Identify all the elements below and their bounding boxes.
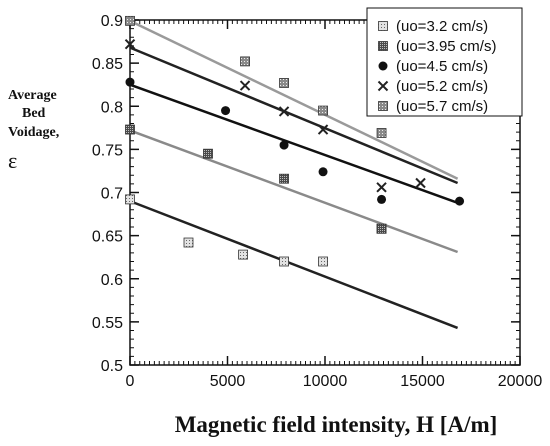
- y-tick-label: 0.8: [101, 99, 123, 116]
- data-point-series-5: [240, 56, 250, 67]
- x-tick-label: 0: [126, 373, 135, 390]
- y-axis-label: Average Bed Voidage, ε: [8, 88, 59, 173]
- data-point-series-5: [279, 78, 289, 88]
- fit-line-series-4: [129, 46, 459, 185]
- fit-lines: [129, 19, 459, 330]
- data-point-series-5: [376, 128, 387, 138]
- data-point-series-3: [377, 194, 387, 204]
- legend-marker-2: [378, 41, 388, 51]
- legend-entry-3: (uo=4.5 cm/s): [396, 58, 488, 75]
- data-point-series-4: [239, 80, 251, 91]
- x-tick-label: 15000: [400, 373, 445, 390]
- legend-box: [366, 7, 523, 117]
- data-point-series-5: [125, 15, 135, 26]
- marker-stroke: [239, 80, 251, 91]
- fit-line-series-5: [129, 19, 459, 180]
- fit-line-series-1: [129, 199, 459, 330]
- x-tick-label: 5000: [210, 373, 246, 390]
- data-point-series-4: [376, 182, 387, 193]
- data-point-series-1: [183, 237, 194, 248]
- y-axis-label-line-1: Average: [8, 88, 57, 103]
- data-point-series-4: [124, 38, 136, 50]
- data-point-series-1: [125, 194, 135, 205]
- x-tick-label: 20000: [498, 373, 543, 390]
- legend-marker-1: [378, 21, 388, 31]
- data-point-series-2: [125, 124, 135, 135]
- fit-line-series-3: [129, 83, 459, 205]
- x-tick-label: 10000: [303, 373, 348, 390]
- data-point-series-3: [455, 196, 465, 206]
- data-point-series-2: [376, 223, 387, 234]
- y-tick-label: 0.55: [92, 315, 123, 332]
- y-tick-label: 0.9: [101, 13, 123, 30]
- legend-marker-3: [378, 61, 388, 71]
- data-point-series-4: [278, 106, 290, 117]
- data-point-series-5: [318, 105, 328, 116]
- marker-stroke: [124, 38, 136, 50]
- y-tick-label: 0.6: [101, 272, 123, 289]
- marker-stroke: [415, 177, 426, 189]
- marker-stroke: [317, 124, 329, 135]
- legend-entry-1: (uo=3.2 cm/s): [396, 18, 488, 35]
- data-point-series-2: [203, 148, 213, 159]
- data-point-series-1: [238, 249, 249, 260]
- legend-marker-4: [377, 80, 389, 92]
- marker-stroke: [376, 182, 387, 193]
- data-point-series-3: [221, 106, 231, 116]
- data-point-series-3: [125, 77, 135, 87]
- data-point-series-3: [318, 167, 328, 177]
- data-point-series-1: [279, 256, 289, 267]
- data-point-series-3: [279, 140, 289, 150]
- data-points: [124, 15, 465, 267]
- legend: (uo=3.2 cm/s) (uo=3.95 cm/s) (uo=4.5 cm/s)…: [366, 7, 523, 117]
- legend-entry-2: (uo=3.95 cm/s): [396, 38, 496, 55]
- y-tick-label: 0.7: [101, 186, 123, 203]
- data-point-series-4: [415, 177, 426, 189]
- y-axis-label-line-2: Bed: [22, 106, 46, 121]
- y-axis-symbol: ε: [8, 148, 17, 173]
- legend-entry-4: (uo=5.2 cm/s): [396, 78, 488, 95]
- data-point-series-2: [279, 173, 289, 184]
- data-point-series-1: [318, 256, 328, 267]
- marker-stroke: [377, 80, 389, 92]
- fit-line-series-2: [129, 129, 459, 254]
- y-axis-label-line-3: Voidage,: [8, 125, 59, 140]
- x-axis-label: Magnetic field intensity, H [A/m]: [175, 412, 498, 437]
- marker-stroke: [278, 106, 290, 117]
- legend-marker-5: [378, 101, 388, 111]
- y-tick-label: 0.75: [92, 142, 123, 159]
- y-tick-label: 0.5: [101, 358, 123, 375]
- y-tick-label: 0.65: [92, 229, 123, 246]
- legend-entry-5: (uo=5.7 cm/s): [396, 98, 488, 115]
- data-point-series-4: [317, 124, 329, 135]
- y-tick-label: 0.85: [92, 56, 123, 73]
